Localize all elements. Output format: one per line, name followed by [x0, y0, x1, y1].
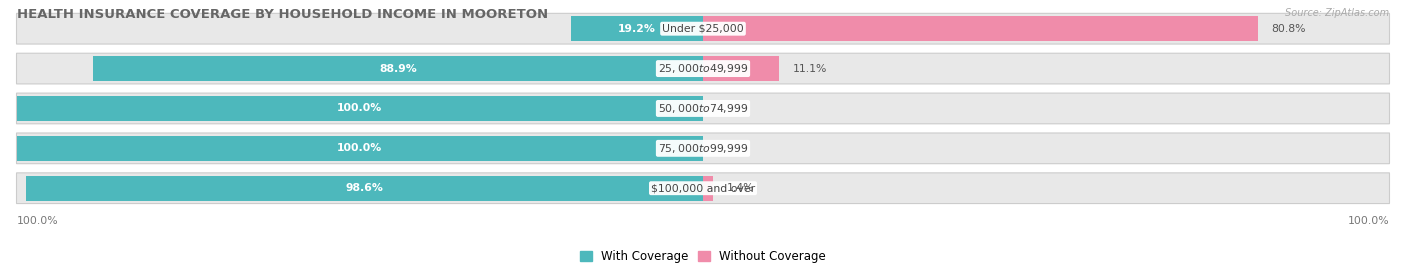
Text: 80.8%: 80.8% [1271, 24, 1306, 34]
Text: Under $25,000: Under $25,000 [662, 24, 744, 34]
Bar [17, 136, 703, 161]
Bar [27, 176, 703, 201]
FancyBboxPatch shape [17, 53, 1389, 84]
Text: 88.9%: 88.9% [380, 63, 416, 74]
Text: Source: ZipAtlas.com: Source: ZipAtlas.com [1285, 8, 1389, 18]
Bar [93, 56, 703, 81]
FancyBboxPatch shape [17, 133, 1389, 164]
Text: 100.0%: 100.0% [337, 104, 382, 114]
Text: 11.1%: 11.1% [793, 63, 827, 74]
FancyBboxPatch shape [17, 93, 1389, 124]
Text: HEALTH INSURANCE COVERAGE BY HOUSEHOLD INCOME IN MOORETON: HEALTH INSURANCE COVERAGE BY HOUSEHOLD I… [17, 8, 548, 21]
Bar [703, 176, 713, 201]
Bar [703, 16, 1258, 41]
Text: $25,000 to $49,999: $25,000 to $49,999 [658, 62, 748, 75]
Bar [571, 16, 703, 41]
Bar [17, 96, 703, 121]
Legend: With Coverage, Without Coverage: With Coverage, Without Coverage [575, 245, 831, 267]
FancyBboxPatch shape [17, 173, 1389, 204]
Text: $50,000 to $74,999: $50,000 to $74,999 [658, 102, 748, 115]
Text: 98.6%: 98.6% [346, 183, 384, 193]
Bar [703, 56, 779, 81]
Text: $100,000 and over: $100,000 and over [651, 183, 755, 193]
Text: 19.2%: 19.2% [619, 24, 657, 34]
Text: 100.0%: 100.0% [337, 143, 382, 153]
Text: 100.0%: 100.0% [1348, 216, 1389, 226]
FancyBboxPatch shape [17, 13, 1389, 44]
Text: 1.4%: 1.4% [727, 183, 754, 193]
Text: 100.0%: 100.0% [17, 216, 58, 226]
Text: $75,000 to $99,999: $75,000 to $99,999 [658, 142, 748, 155]
